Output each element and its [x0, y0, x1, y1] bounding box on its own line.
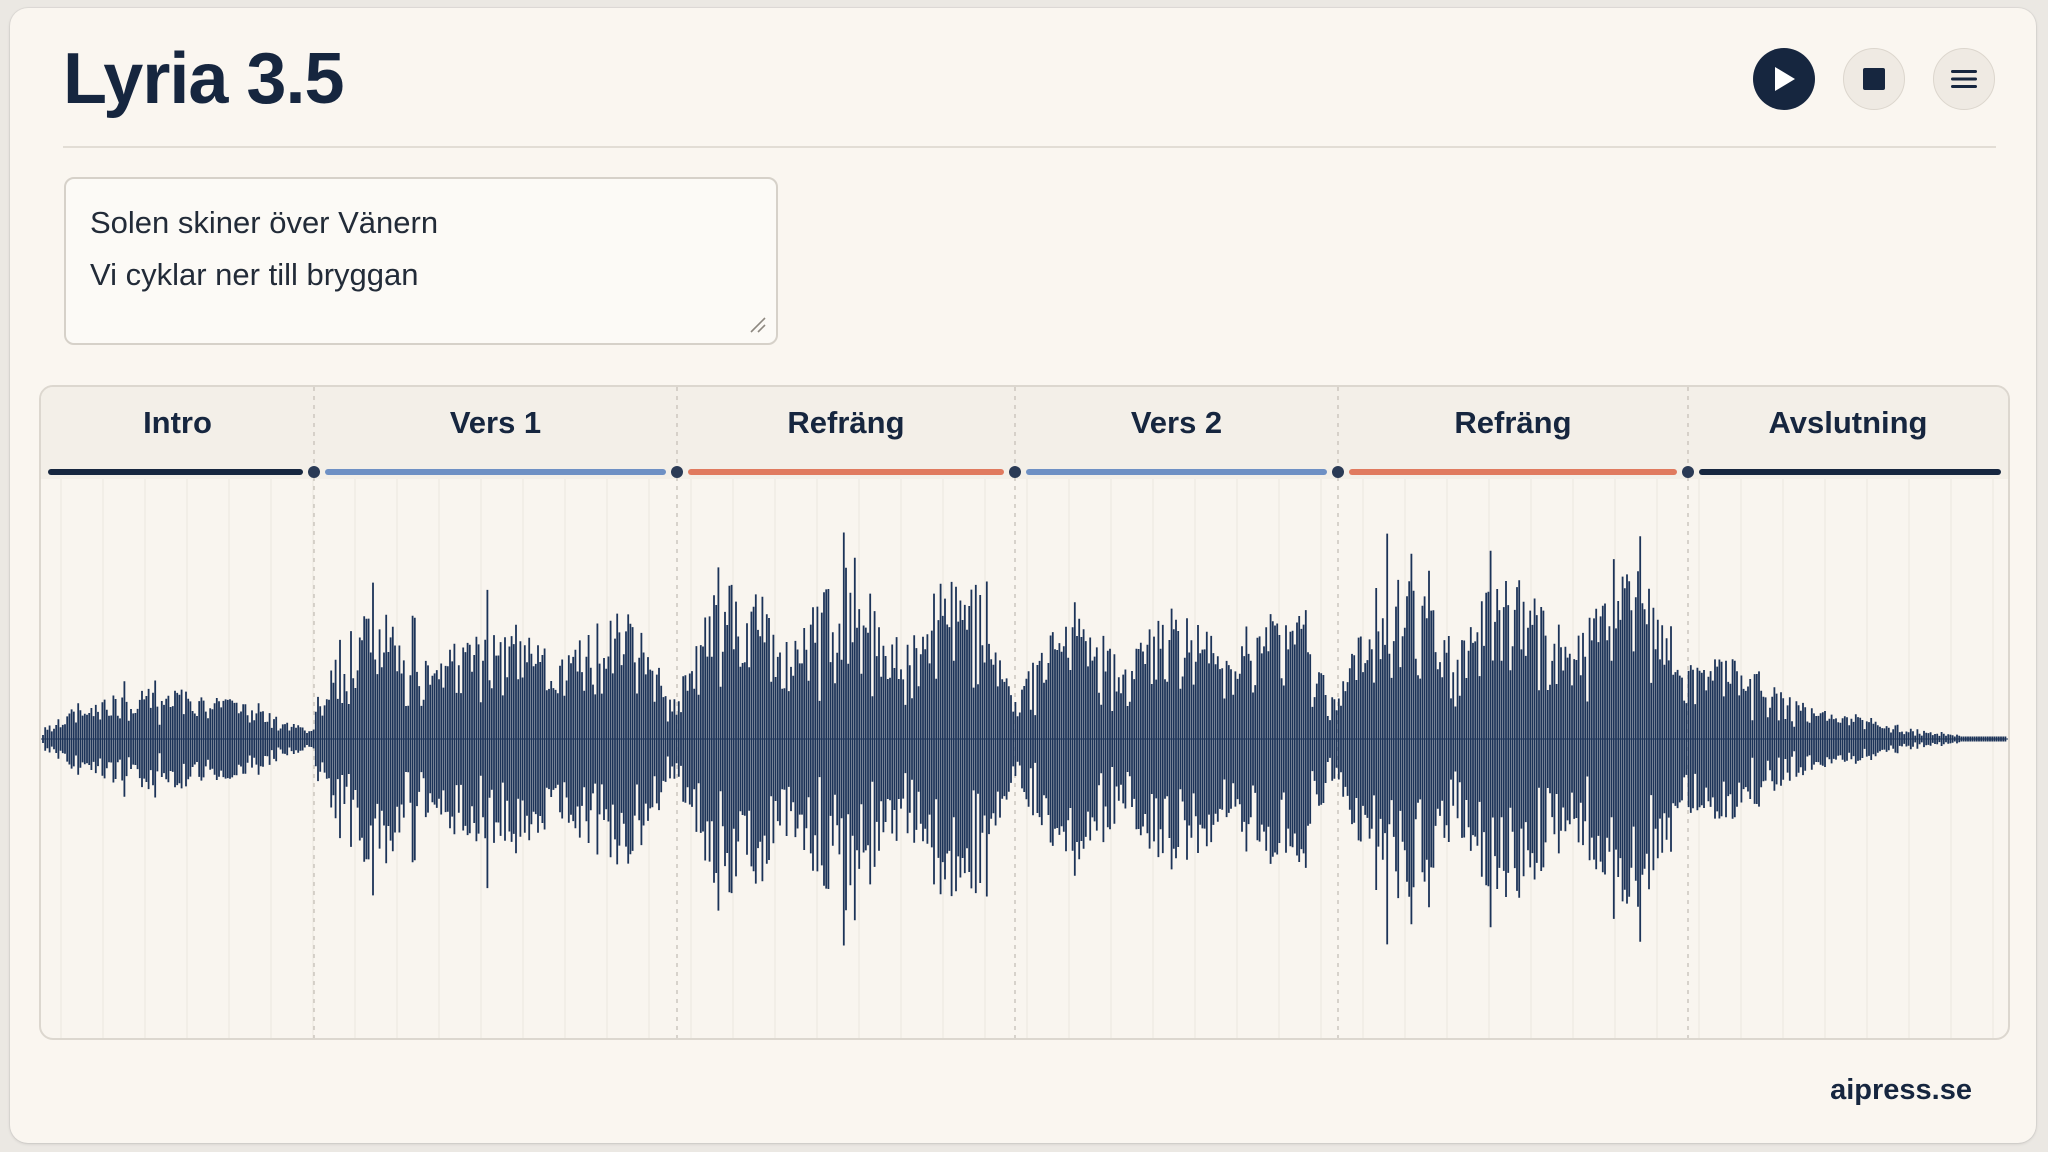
song-structure-panel: Intro Vers 1 Refräng Vers 2 Refräng Avslutnin…	[39, 385, 2010, 1040]
section-label: Vers 1	[450, 405, 541, 440]
section-label: Intro	[143, 405, 212, 440]
resize-handle-icon[interactable]	[748, 315, 766, 333]
timeline-header-band	[41, 387, 2008, 479]
section-boundary-dot	[1682, 466, 1694, 478]
menu-button[interactable]	[1933, 48, 1995, 110]
section-label: Refräng	[787, 405, 904, 440]
section-label: Vers 2	[1131, 405, 1222, 440]
header-divider	[63, 146, 1996, 148]
app-card: Lyria 3.5 Solen skiner över Vänern Vi cy…	[10, 8, 2036, 1143]
timeline-canvas: Intro Vers 1 Refräng Vers 2 Refräng Avslutnin…	[41, 387, 2008, 1038]
section-boundary-dot	[1009, 466, 1021, 478]
section-label: Refräng	[1454, 405, 1571, 440]
lyrics-textarea[interactable]: Solen skiner över Vänern Vi cyklar ner t…	[64, 177, 778, 345]
section-boundary-dot	[1332, 466, 1344, 478]
lyrics-line: Solen skiner över Vänern	[90, 205, 439, 240]
footer-brand: aipress.se	[1830, 1074, 1972, 1106]
stop-button[interactable]	[1843, 48, 1905, 110]
stop-icon	[1863, 68, 1885, 90]
play-button[interactable]	[1753, 48, 1815, 110]
menu-icon	[1951, 70, 1977, 88]
lyrics-line: Vi cyklar ner till bryggan	[90, 257, 419, 292]
section-boundary-dot	[308, 466, 320, 478]
section-boundary-dot	[671, 466, 683, 478]
section-label: Avslutning	[1768, 405, 1927, 440]
play-icon	[1775, 67, 1795, 91]
app-title: Lyria 3.5	[63, 39, 345, 119]
